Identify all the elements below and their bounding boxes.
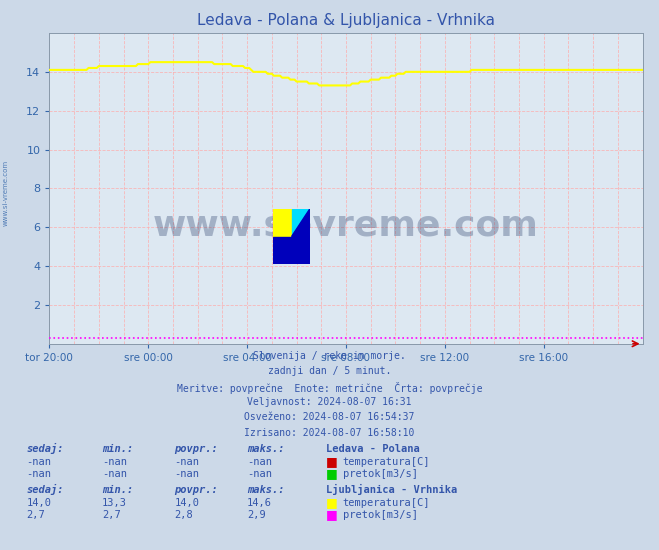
Text: povpr.:: povpr.:: [175, 444, 218, 454]
Text: ■: ■: [326, 455, 338, 468]
Text: maks.:: maks.:: [247, 444, 285, 454]
Polygon shape: [273, 236, 310, 264]
Text: Slovenija / reke in morje.: Slovenija / reke in morje.: [253, 351, 406, 361]
Text: -nan: -nan: [247, 469, 272, 479]
Text: 2,7: 2,7: [26, 510, 45, 520]
Text: Ljubljanica - Vrhnika: Ljubljanica - Vrhnika: [326, 485, 457, 496]
Polygon shape: [291, 209, 310, 236]
Text: www.si-vreme.com: www.si-vreme.com: [153, 208, 539, 243]
Text: -nan: -nan: [247, 456, 272, 467]
Text: -nan: -nan: [26, 456, 51, 467]
Text: povpr.:: povpr.:: [175, 485, 218, 496]
Text: www.si-vreme.com: www.si-vreme.com: [2, 160, 9, 226]
Text: min.:: min.:: [102, 485, 133, 496]
Polygon shape: [273, 236, 310, 264]
Text: 14,6: 14,6: [247, 498, 272, 508]
Text: ■: ■: [326, 508, 338, 521]
Text: 2,9: 2,9: [247, 510, 266, 520]
Text: temperatura[C]: temperatura[C]: [343, 456, 430, 467]
Text: min.:: min.:: [102, 444, 133, 454]
Text: Veljavnost: 2024-08-07 16:31: Veljavnost: 2024-08-07 16:31: [247, 397, 412, 407]
Text: -nan: -nan: [175, 469, 200, 479]
Text: ■: ■: [326, 496, 338, 509]
Text: zadnji dan / 5 minut.: zadnji dan / 5 minut.: [268, 366, 391, 376]
Text: -nan: -nan: [102, 469, 127, 479]
Text: Osveženo: 2024-08-07 16:54:37: Osveženo: 2024-08-07 16:54:37: [244, 412, 415, 422]
Title: Ledava - Polana & Ljubljanica - Vrhnika: Ledava - Polana & Ljubljanica - Vrhnika: [197, 13, 495, 28]
Text: sedaj:: sedaj:: [26, 443, 64, 454]
Text: -nan: -nan: [175, 456, 200, 467]
Text: temperatura[C]: temperatura[C]: [343, 498, 430, 508]
Text: pretok[m3/s]: pretok[m3/s]: [343, 469, 418, 479]
Text: -nan: -nan: [26, 469, 51, 479]
Polygon shape: [291, 209, 310, 236]
Text: maks.:: maks.:: [247, 485, 285, 496]
Text: Izrisano: 2024-08-07 16:58:10: Izrisano: 2024-08-07 16:58:10: [244, 428, 415, 438]
Text: Meritve: povprečne  Enote: metrične  Črta: povprečje: Meritve: povprečne Enote: metrične Črta:…: [177, 382, 482, 394]
Bar: [273, 209, 291, 236]
Text: -nan: -nan: [102, 456, 127, 467]
Text: ■: ■: [326, 467, 338, 480]
Text: Ledava - Polana: Ledava - Polana: [326, 444, 420, 454]
Text: 2,8: 2,8: [175, 510, 193, 520]
Text: 14,0: 14,0: [175, 498, 200, 508]
Text: 2,7: 2,7: [102, 510, 121, 520]
Text: 14,0: 14,0: [26, 498, 51, 508]
Text: 13,3: 13,3: [102, 498, 127, 508]
Text: pretok[m3/s]: pretok[m3/s]: [343, 510, 418, 520]
Text: sedaj:: sedaj:: [26, 485, 64, 496]
